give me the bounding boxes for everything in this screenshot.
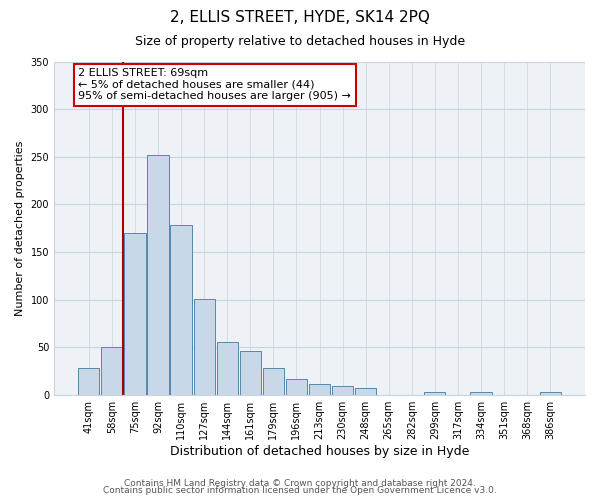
Bar (170, 225, 191, 394)
X-axis label: Distribution of detached houses by size in Hyde: Distribution of detached houses by size … (170, 444, 469, 458)
Bar (194, 298, 215, 394)
Bar (470, 392, 491, 394)
Bar (286, 380, 307, 394)
Text: Contains public sector information licensed under the Open Government Licence v3: Contains public sector information licen… (103, 486, 497, 495)
Text: Contains HM Land Registry data © Crown copyright and database right 2024.: Contains HM Land Registry data © Crown c… (124, 478, 476, 488)
Bar (355, 388, 376, 394)
Bar (309, 384, 330, 394)
Y-axis label: Number of detached properties: Number of detached properties (15, 140, 25, 316)
Bar (424, 392, 445, 394)
Bar (239, 351, 261, 395)
Text: Size of property relative to detached houses in Hyde: Size of property relative to detached ho… (135, 35, 465, 48)
Bar (148, 155, 169, 394)
Text: 2, ELLIS STREET, HYDE, SK14 2PQ: 2, ELLIS STREET, HYDE, SK14 2PQ (170, 10, 430, 25)
Bar (101, 347, 122, 395)
Bar (332, 386, 353, 394)
Bar (217, 342, 238, 394)
Bar (539, 392, 561, 394)
Text: 2 ELLIS STREET: 69sqm
← 5% of detached houses are smaller (44)
95% of semi-detac: 2 ELLIS STREET: 69sqm ← 5% of detached h… (79, 68, 351, 102)
Bar (78, 368, 100, 394)
Bar (124, 233, 146, 394)
Bar (263, 368, 284, 394)
